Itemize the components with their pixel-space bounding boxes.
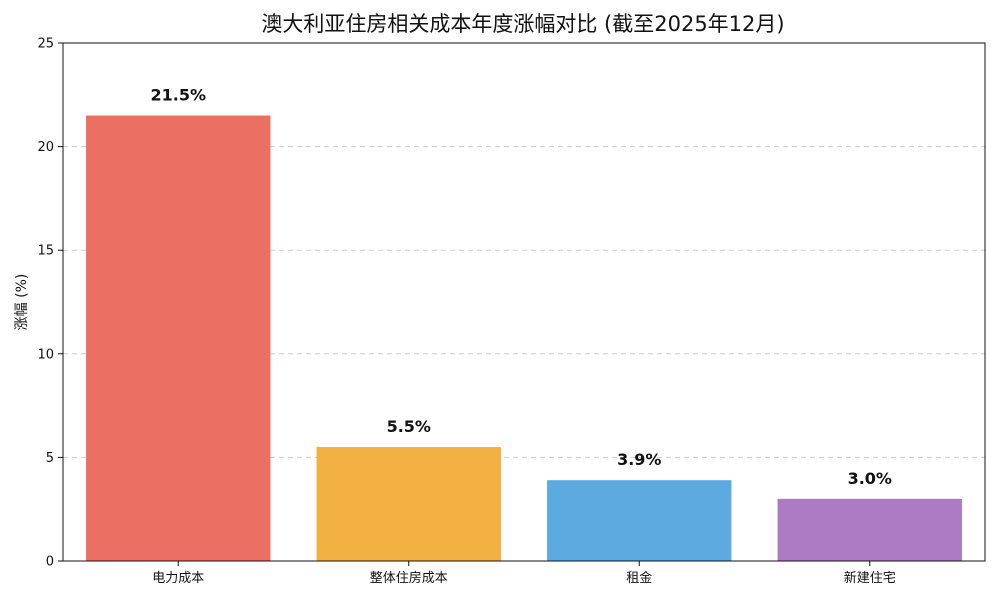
y-tick-label: 0 (46, 555, 54, 570)
chart-title: 澳大利亚住房相关成本年度涨幅对比 (截至2025年12月) (261, 12, 785, 36)
bar (777, 498, 962, 561)
y-tick-label: 10 (37, 347, 54, 362)
y-tick-label: 20 (37, 140, 54, 155)
x-tick-label: 电力成本 (152, 571, 204, 586)
x-tick-label: 租金 (626, 570, 652, 586)
bar-value-label: 21.5% (150, 86, 206, 105)
plot-frame (62, 42, 986, 562)
bar-value-label: 5.5% (387, 417, 431, 436)
bar-value-label: 3.0% (848, 469, 892, 488)
y-tick-label: 15 (37, 244, 54, 259)
bar-value-label: 3.9% (617, 450, 661, 469)
bar (86, 115, 271, 562)
bar (316, 447, 501, 561)
x-tick-label: 新建住宅 (844, 570, 896, 586)
y-tick-label: 5 (46, 451, 54, 466)
bar (547, 480, 732, 561)
y-tick-label: 25 (37, 37, 54, 52)
x-tick-label: 整体住房成本 (370, 570, 448, 586)
